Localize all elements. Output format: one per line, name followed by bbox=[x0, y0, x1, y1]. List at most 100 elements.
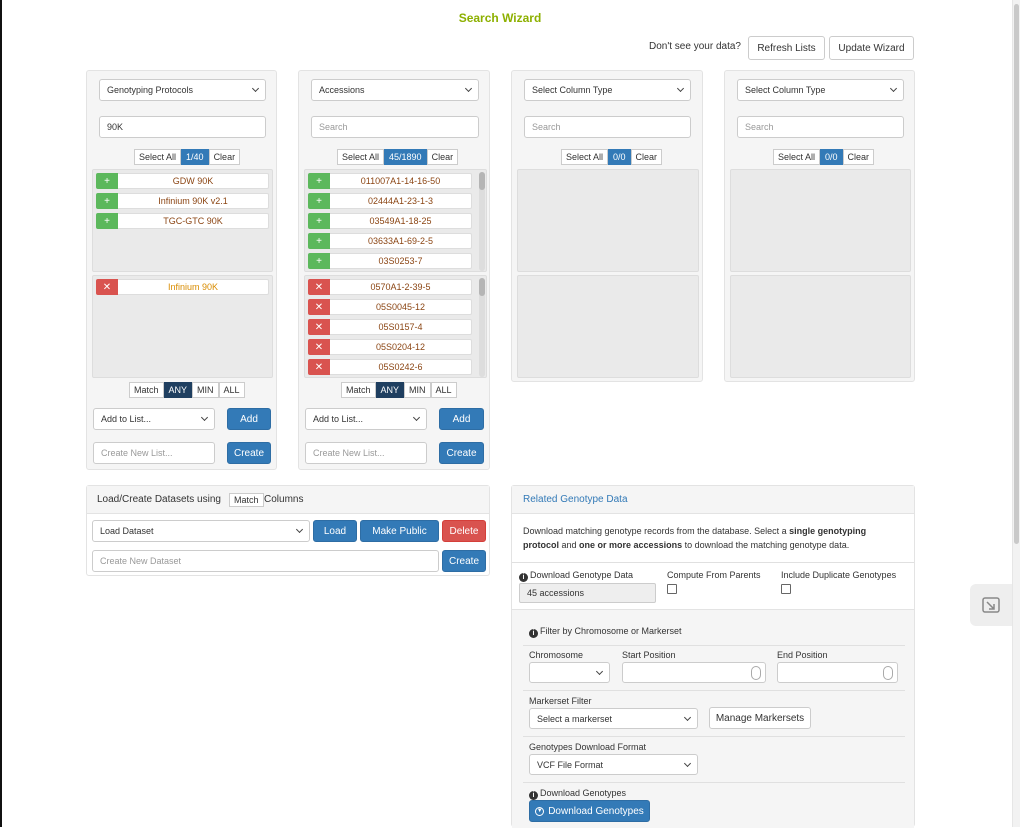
select-all-button[interactable]: Select All bbox=[134, 149, 182, 165]
column-search-input[interactable]: Search bbox=[311, 116, 479, 138]
add-icon[interactable]: + bbox=[308, 193, 330, 209]
column-type-select[interactable]: Genotyping Protocols bbox=[99, 79, 266, 101]
list-item[interactable]: + Infinium 90K v2.1 bbox=[96, 193, 269, 209]
add-to-list-select[interactable]: Add to List... bbox=[305, 408, 427, 430]
info-icon: i bbox=[529, 791, 538, 800]
stepper-icon[interactable] bbox=[883, 665, 893, 680]
clear-button[interactable]: Clear bbox=[630, 149, 663, 165]
picture-in-picture-button[interactable] bbox=[970, 584, 1012, 626]
mode-any-button[interactable]: ANY bbox=[375, 382, 405, 398]
clear-button[interactable]: Clear bbox=[208, 149, 241, 165]
window-edge bbox=[0, 0, 2, 827]
selected-list[interactable] bbox=[517, 275, 699, 378]
datasets-panel: Load/Create Datasets using Match Columns… bbox=[86, 485, 490, 576]
update-wizard-button[interactable]: Update Wizard bbox=[829, 36, 914, 60]
selected-list[interactable]: ✕ Infinium 90K bbox=[92, 275, 273, 378]
add-button[interactable]: Add bbox=[227, 408, 271, 430]
page-scrollbar[interactable] bbox=[1012, 0, 1020, 827]
clear-button[interactable]: Clear bbox=[426, 149, 459, 165]
mode-any-button[interactable]: ANY bbox=[163, 382, 193, 398]
remove-icon[interactable]: ✕ bbox=[96, 279, 118, 295]
create-list-input[interactable]: Create New List... bbox=[93, 442, 215, 464]
page-scrollbar-thumb[interactable] bbox=[1014, 4, 1019, 544]
filter-label: i Filter by Chromosome or Markerset bbox=[529, 626, 682, 638]
create-dataset-button[interactable]: Create bbox=[442, 550, 486, 572]
markerset-select[interactable]: Select a markerset bbox=[529, 708, 698, 729]
remove-icon[interactable]: ✕ bbox=[308, 299, 330, 315]
add-icon[interactable]: + bbox=[308, 173, 330, 189]
add-to-list-select[interactable]: Add to List... bbox=[93, 408, 215, 430]
include-duplicates-checkbox[interactable] bbox=[781, 584, 791, 594]
delete-button[interactable]: Delete bbox=[442, 520, 486, 542]
select-all-button[interactable]: Select All bbox=[337, 149, 385, 165]
column-search-input[interactable]: Search bbox=[737, 116, 904, 138]
load-button[interactable]: Load bbox=[313, 520, 357, 542]
add-icon[interactable]: + bbox=[96, 173, 118, 189]
load-dataset-select[interactable]: Load Dataset bbox=[92, 520, 310, 542]
available-list[interactable] bbox=[730, 169, 911, 272]
add-button[interactable]: Add bbox=[439, 408, 484, 430]
available-list[interactable]: + GDW 90K + Infinium 90K v2.1 + TGC-GTC 90K bbox=[92, 169, 273, 272]
start-position-input[interactable] bbox=[622, 662, 766, 683]
make-public-button[interactable]: Make Public bbox=[360, 520, 439, 542]
list-scrollbar[interactable] bbox=[479, 172, 485, 271]
stepper-icon[interactable] bbox=[751, 665, 761, 680]
format-select[interactable]: VCF File Format bbox=[529, 754, 698, 775]
match-toggle[interactable]: Match bbox=[229, 493, 264, 507]
available-list[interactable] bbox=[517, 169, 699, 272]
compute-from-parents-label: Compute From Parents bbox=[667, 570, 761, 580]
available-list[interactable]: +011007A1-14-16-50 +02444A1-23-1-3 +0354… bbox=[304, 169, 487, 272]
list-item[interactable]: +03549A1-18-25 bbox=[308, 213, 472, 229]
column-type-select[interactable]: Select Column Type bbox=[524, 79, 691, 101]
remove-icon[interactable]: ✕ bbox=[308, 319, 330, 335]
mode-all-button[interactable]: ALL bbox=[430, 382, 457, 398]
refresh-lists-button[interactable]: Refresh Lists bbox=[748, 36, 825, 60]
select-all-button[interactable]: Select All bbox=[773, 149, 821, 165]
create-list-button[interactable]: Create bbox=[439, 442, 484, 464]
list-item[interactable]: ✕ 05S0242-6 bbox=[308, 359, 472, 375]
list-scrollbar-thumb[interactable] bbox=[479, 278, 485, 296]
chromosome-select[interactable] bbox=[529, 662, 610, 683]
list-item[interactable]: +03633A1-69-2-5 bbox=[308, 233, 472, 249]
compute-from-parents-checkbox[interactable] bbox=[667, 584, 677, 594]
clear-button[interactable]: Clear bbox=[842, 149, 875, 165]
list-item[interactable]: +02444A1-23-1-3 bbox=[308, 193, 472, 209]
mode-min-button[interactable]: MIN bbox=[404, 382, 431, 398]
download-genotypes-button[interactable]: ▼ Download Genotypes bbox=[529, 800, 650, 822]
selected-list[interactable]: ✕ 0570A1-2-39-5 ✕ 05S0045-12 ✕ 05S0157-4 ✕ 0… bbox=[304, 275, 487, 378]
column-type-select[interactable]: Select Column Type bbox=[737, 79, 904, 101]
column-search-input[interactable]: 90K bbox=[99, 116, 266, 138]
add-icon[interactable]: + bbox=[96, 193, 118, 209]
select-all-button[interactable]: Select All bbox=[561, 149, 609, 165]
manage-markersets-button[interactable]: Manage Markersets bbox=[709, 707, 811, 729]
mode-min-button[interactable]: MIN bbox=[192, 382, 219, 398]
remove-icon[interactable]: ✕ bbox=[308, 339, 330, 355]
create-list-input[interactable]: Create New List... bbox=[305, 442, 427, 464]
list-item[interactable]: ✕ 05S0204-12 bbox=[308, 339, 472, 355]
list-item[interactable]: + TGC-GTC 90K bbox=[96, 213, 269, 229]
chromosome-label: Chromosome bbox=[529, 650, 584, 660]
list-item[interactable]: +011007A1-14-16-50 bbox=[308, 173, 472, 189]
list-item[interactable]: + GDW 90K bbox=[96, 173, 269, 189]
end-position-label: End Position bbox=[777, 650, 828, 660]
column-search-input[interactable]: Search bbox=[524, 116, 691, 138]
list-item[interactable]: ✕ 05S0045-12 bbox=[308, 299, 472, 315]
list-scrollbar[interactable] bbox=[479, 278, 485, 377]
remove-icon[interactable]: ✕ bbox=[308, 359, 330, 375]
list-item[interactable]: ✕ 05S0157-4 bbox=[308, 319, 472, 335]
mode-all-button[interactable]: ALL bbox=[218, 382, 245, 398]
list-item[interactable]: +03S0253-7 bbox=[308, 253, 472, 269]
add-icon[interactable]: + bbox=[308, 253, 330, 269]
create-list-button[interactable]: Create bbox=[227, 442, 271, 464]
selected-list[interactable] bbox=[730, 275, 911, 378]
list-item[interactable]: ✕ 0570A1-2-39-5 bbox=[308, 279, 472, 295]
add-icon[interactable]: + bbox=[308, 213, 330, 229]
remove-icon[interactable]: ✕ bbox=[308, 279, 330, 295]
add-icon[interactable]: + bbox=[96, 213, 118, 229]
list-item[interactable]: ✕ Infinium 90K bbox=[96, 279, 269, 295]
end-position-input[interactable] bbox=[777, 662, 898, 683]
column-type-select[interactable]: Accessions bbox=[311, 79, 479, 101]
create-dataset-input[interactable]: Create New Dataset bbox=[92, 550, 439, 572]
add-icon[interactable]: + bbox=[308, 233, 330, 249]
list-scrollbar-thumb[interactable] bbox=[479, 172, 485, 190]
